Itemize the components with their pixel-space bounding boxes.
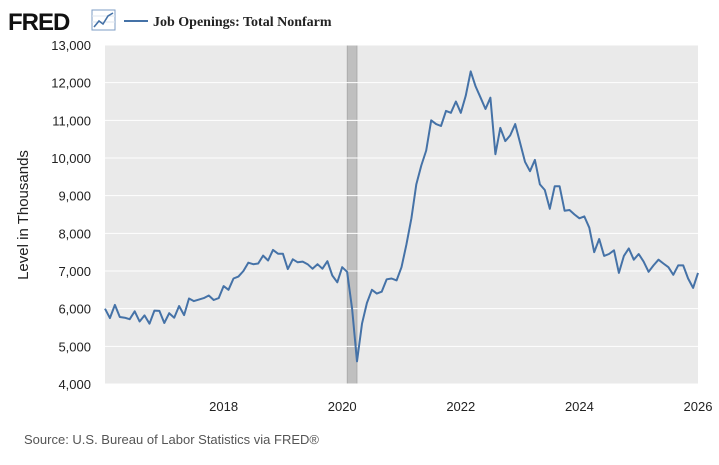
y-axis-label: Level in Thousands	[15, 150, 32, 280]
plot-area	[105, 45, 698, 384]
x-tick-label: 2020	[328, 399, 357, 414]
y-tick-label: 13,000	[51, 38, 91, 53]
series-line	[104, 70, 699, 363]
y-axis-ticks: 4,000 5,000 6,000 7,000 8,000 9,000 10,000 11,0…	[51, 38, 91, 392]
legend: Job Openings: Total Nonfarm	[124, 15, 332, 30]
y-tick-label: 6,000	[58, 302, 91, 317]
y-tick-label: 12,000	[51, 76, 91, 91]
y-tick-label: 8,000	[58, 226, 91, 241]
y-tick-label: 7,000	[58, 264, 91, 279]
x-axis-ticks: 2018 2020 2022 2024 2026	[209, 399, 712, 414]
y-tick-label: 9,000	[58, 189, 91, 204]
legend-label: Job Openings: Total Nonfarm	[153, 15, 332, 30]
recession-layer	[346, 44, 358, 385]
x-tick-label: 2024	[565, 399, 594, 414]
x-tick-label: 2026	[684, 399, 713, 414]
y-tick-label: 4,000	[58, 377, 91, 392]
grid-lines	[105, 44, 698, 385]
series-layer	[104, 70, 699, 363]
y-tick-label: 10,000	[51, 151, 91, 166]
x-tick-label: 2022	[446, 399, 475, 414]
recession-shade	[346, 44, 358, 385]
y-tick-label: 5,000	[58, 339, 91, 354]
x-tick-label: 2018	[209, 399, 238, 414]
trend-line-icon	[91, 9, 116, 31]
source-note: Source: U.S. Bureau of Labor Statistics …	[24, 432, 319, 447]
fred-logo-text: FRED	[8, 9, 70, 36]
fred-logo[interactable]: FRED	[8, 9, 116, 36]
y-tick-label: 11,000	[52, 113, 91, 128]
